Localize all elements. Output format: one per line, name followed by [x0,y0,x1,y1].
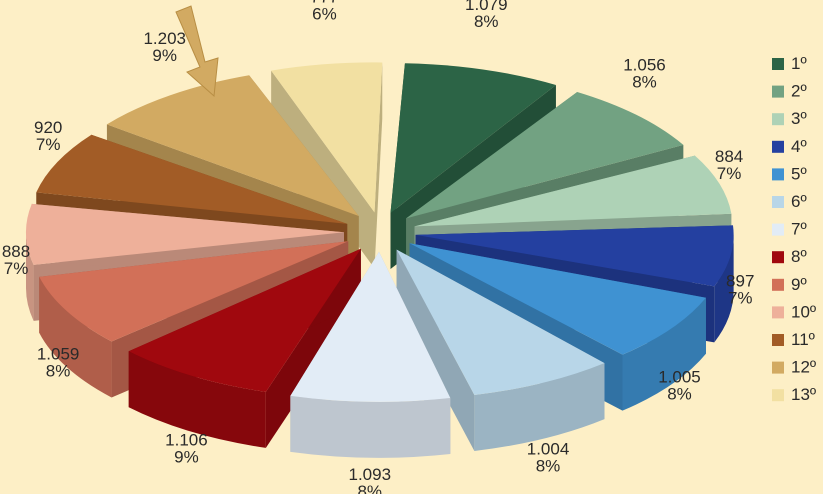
slice-value-label: 884 [715,147,743,166]
legend: 1º 2º 3º 4º 5º 6º 7º 8º 9º 10º 11º 12º 13º [772,54,816,404]
slice-value-label: 1.056 [623,56,666,75]
legend-label: 2º [791,82,807,101]
legend-label: 11º [791,330,815,349]
legend-swatch [772,334,784,346]
legend-label: 7º [791,220,807,239]
legend-swatch [772,278,784,291]
legend-label: 3º [791,109,807,128]
slice-percent-label: 6% [312,5,337,24]
legend-label: 6º [791,192,807,211]
legend-swatch [772,140,784,153]
slice-percent-label: 9% [174,447,199,466]
slice-percent-label: 8% [632,73,657,92]
legend-swatch [772,85,784,98]
legend-label: 5º [791,164,807,183]
slice-value-label: 1.203 [143,29,186,48]
legend-label: 4º [791,137,807,156]
slice-percent-label: 8% [46,362,71,381]
legend-swatch [772,58,784,70]
slice-percent-label: 9% [152,46,177,65]
legend-swatch [772,361,784,374]
legend-swatch [772,306,784,319]
legend-swatch [772,389,784,402]
slice-percent-label: 7% [728,288,753,307]
legend-swatch [772,196,784,208]
slice-percent-label: 8% [667,384,692,403]
slice-value-label: 1.005 [658,367,701,386]
slice-percent-label: 7% [717,164,742,183]
legend-label: 13º [791,385,816,404]
highlight-arrow-icon [175,5,219,98]
legend-label: 1º [791,54,807,73]
slice-value-label: 1.106 [165,430,208,449]
legend-swatch [772,168,784,181]
slice-percent-label: 7% [4,259,29,278]
slice-value-label: 777 [310,0,338,7]
slice-value-label: 920 [34,118,62,137]
legend-swatch [772,113,784,126]
pie-slice-6 [396,249,605,452]
legend-label: 12º [791,358,816,377]
slice-value-label: 1.004 [527,439,570,458]
slice-value-label: 1.059 [37,345,80,364]
slice-labels: 1.0798%1.0568%8847%8977%1.0058%1.0048%1.… [2,0,755,494]
slice-percent-label: 8% [474,12,499,31]
slice-percent-label: 8% [357,482,382,494]
legend-label: 9º [791,275,807,294]
pie-slice-7 [290,251,451,458]
legend-swatch [772,251,784,264]
slice-value-label: 897 [726,271,754,290]
pie-slice-8 [128,248,361,448]
legend-swatch [772,223,784,236]
slice-value-label: 1.093 [348,465,391,484]
legend-label: 8º [791,247,807,266]
slice-value-label: 1.079 [465,0,508,14]
pie-slices [26,62,734,458]
slice-percent-label: 8% [536,456,561,475]
slice-value-label: 888 [2,242,30,261]
slice-percent-label: 7% [36,135,61,154]
legend-label: 10º [791,302,816,321]
